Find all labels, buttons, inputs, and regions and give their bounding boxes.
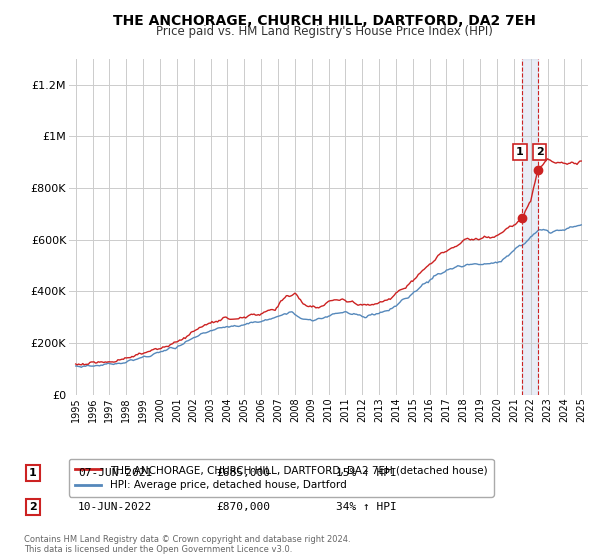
Legend: THE ANCHORAGE, CHURCH HILL, DARTFORD, DA2 7EH (detached house), HPI: Average pri: THE ANCHORAGE, CHURCH HILL, DARTFORD, DA…	[69, 459, 494, 497]
Text: 10-JUN-2022: 10-JUN-2022	[78, 502, 152, 512]
Text: Price paid vs. HM Land Registry's House Price Index (HPI): Price paid vs. HM Land Registry's House …	[155, 25, 493, 38]
Text: 34% ↑ HPI: 34% ↑ HPI	[336, 502, 397, 512]
Text: THE ANCHORAGE, CHURCH HILL, DARTFORD, DA2 7EH: THE ANCHORAGE, CHURCH HILL, DARTFORD, DA…	[113, 14, 535, 28]
Bar	[521, 59, 538, 395]
Text: £870,000: £870,000	[216, 502, 270, 512]
Text: 2: 2	[536, 147, 544, 157]
Text: 1: 1	[516, 147, 524, 157]
Text: £685,000: £685,000	[216, 468, 270, 478]
Text: 07-JUN-2021: 07-JUN-2021	[78, 468, 152, 478]
Text: 1: 1	[29, 468, 37, 478]
Text: 2: 2	[29, 502, 37, 512]
Text: Contains HM Land Registry data © Crown copyright and database right 2024.
This d: Contains HM Land Registry data © Crown c…	[24, 535, 350, 554]
Text: 15% ↑ HPI: 15% ↑ HPI	[336, 468, 397, 478]
